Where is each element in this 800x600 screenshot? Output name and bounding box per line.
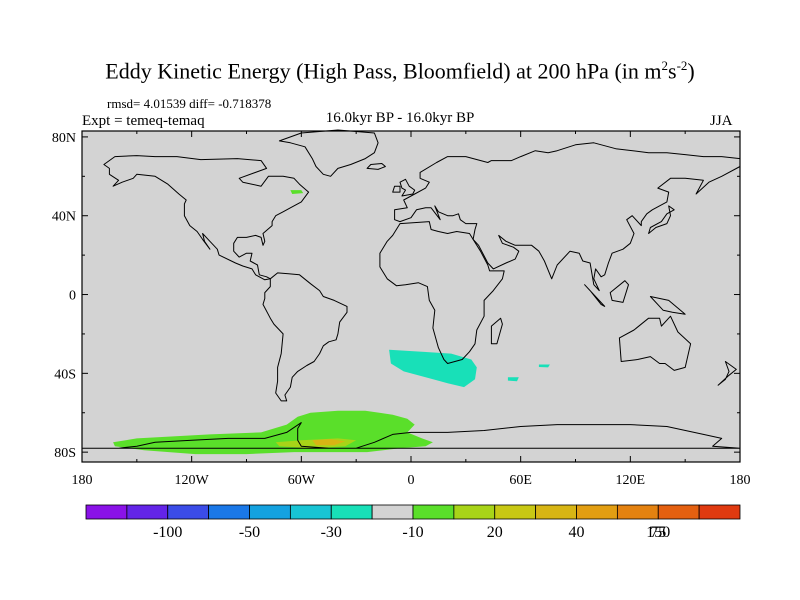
diff-label: diff= [189, 96, 215, 111]
diff-value: -0.718378 [218, 96, 272, 111]
lat-tick-label: 0 [69, 289, 76, 304]
stats-line: rmsd= 4.01539 diff= -0.718378 [107, 96, 271, 112]
anomaly-weddell-gold-core [312, 439, 346, 446]
coastline-borneo [609, 280, 629, 303]
colorbar-label: -10 [402, 524, 423, 541]
plot-title: Eddy Kinetic Energy (High Pass, Bloomfie… [0, 58, 800, 84]
lon-tick-label: 120E [616, 473, 646, 488]
coastline-australia [618, 315, 692, 371]
coastline-antarctica [81, 422, 741, 449]
lon-tick-label: 120W [175, 473, 210, 488]
lon-tick-label: 60W [288, 473, 316, 488]
coastline-north-america [103, 155, 310, 281]
colorbar-label: -30 [321, 524, 342, 541]
coastline-great-britain [399, 178, 416, 197]
lat-tick-label: 40S [54, 367, 76, 382]
colorbar-label: 20 [487, 524, 503, 541]
colorbar-swatch [330, 504, 373, 520]
coastline-south-america [262, 272, 348, 402]
colorbar-swatch [657, 504, 700, 520]
colorbar-swatch [208, 504, 250, 520]
colorbar-label: -100 [153, 524, 182, 541]
colorbar-swatch [289, 504, 332, 520]
season-label: JJA [710, 113, 733, 129]
lon-tick-label: 180 [730, 473, 751, 488]
title-exponent-1: 2 [661, 58, 669, 73]
coastline-new-guinea [649, 296, 686, 315]
anomaly-indian-ocean-spot-1 [538, 364, 550, 368]
colorbar-swatch [535, 504, 577, 520]
colorbar-swatch [167, 504, 210, 520]
coastline-madagascar [490, 317, 503, 345]
colorbar-swatch [249, 504, 291, 520]
lat-tick-label: 80N [52, 131, 76, 146]
colorbar-swatch [453, 504, 496, 520]
title-text: Eddy Kinetic Energy (High Pass, Bloomfie… [105, 58, 662, 84]
colorbar-swatch [126, 504, 169, 520]
rmsd-label: rmsd= [107, 96, 141, 111]
colorbar-swatch [576, 504, 618, 520]
anomaly-labrador-positive-spot [290, 190, 304, 194]
anomaly-south-atlantic-negative [389, 349, 477, 388]
colorbar-swatch [371, 504, 414, 520]
colorbar-label: 40 [569, 524, 585, 541]
lat-tick-label: 80S [54, 446, 76, 461]
coastline-iceland [366, 163, 386, 170]
colorbar-label: 75 [650, 524, 666, 541]
anomaly-southern-ocean-positive-band [113, 410, 433, 455]
colorbar-label: 150 [646, 524, 670, 541]
colorbar-swatch [412, 504, 455, 520]
colorbar-swatch [698, 504, 741, 520]
lon-tick-label: 180 [72, 473, 93, 488]
colorbar-label: -50 [239, 524, 260, 541]
coastline-japan [648, 205, 675, 234]
colorbar-swatch [85, 504, 128, 520]
period-label: 16.0kyr BP - 16.0kyr BP [325, 110, 475, 126]
lon-tick-label: 0 [408, 473, 415, 488]
title-exponent-2: -2 [676, 58, 688, 73]
coastline-africa [379, 221, 505, 364]
lat-tick-label: 40N [52, 210, 76, 225]
lon-tick-label: 60E [509, 473, 532, 488]
colorbar-swatch [494, 504, 537, 520]
coastline-sumatra [584, 284, 606, 307]
coastline-ireland [392, 185, 401, 193]
title-unit-s: s [668, 58, 677, 84]
map-background [82, 131, 740, 462]
title-close: ) [687, 58, 695, 84]
experiment-label: Expt = temeq-temaq [82, 113, 205, 129]
anomaly-indian-ocean-spot-2 [507, 377, 519, 382]
rmsd-value: 4.01539 [143, 96, 186, 111]
colorbar-swatch [616, 504, 659, 520]
coastline-eurasia [394, 142, 741, 292]
coastline-new-zealand [717, 361, 737, 386]
